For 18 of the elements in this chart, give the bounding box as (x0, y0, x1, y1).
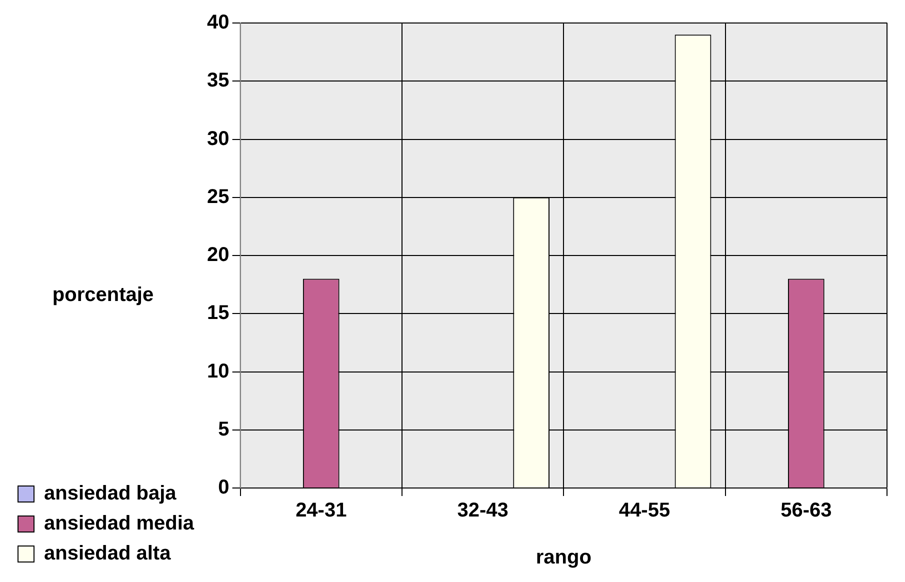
x-tick-label: 24-31 (296, 500, 347, 522)
x-tick-label: 44-55 (618, 500, 670, 522)
y-tick-label: 0 (218, 476, 230, 499)
y-tick-label: 15 (207, 302, 230, 324)
legend-label: ansiedad media (44, 512, 195, 535)
legend-label: ansiedad alta (44, 542, 172, 565)
x-axis-title: rango (536, 546, 592, 569)
y-tick-label: 35 (207, 70, 230, 92)
y-tick-label: 10 (207, 360, 230, 382)
y-tick-label: 25 (207, 186, 230, 208)
x-tick-label: 32-43 (457, 500, 508, 522)
y-tick-label: 40 (207, 12, 230, 34)
y-tick-label: 5 (218, 418, 230, 440)
legend-label: ansiedad baja (44, 482, 178, 505)
x-tick-label: 56-63 (780, 500, 832, 522)
y-tick-label: 30 (207, 128, 230, 150)
y-axis-title: porcentaje (52, 284, 154, 306)
y-tick-label: 20 (207, 244, 230, 266)
